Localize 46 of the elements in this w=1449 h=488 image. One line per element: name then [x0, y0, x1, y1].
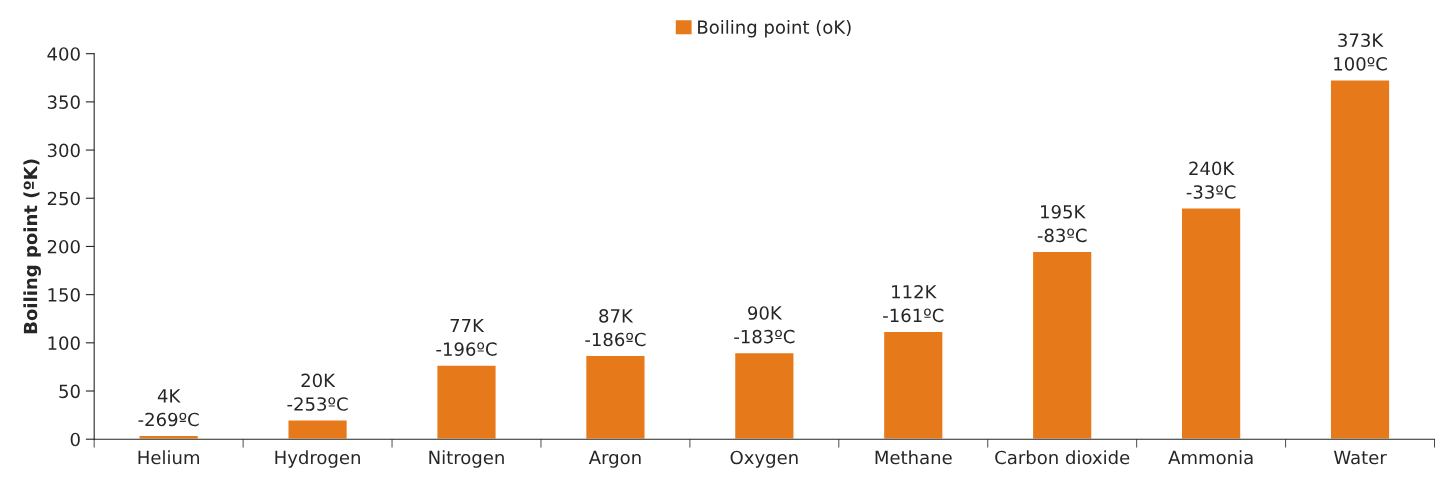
- y-tick-label: 100: [48, 336, 80, 350]
- annotation: -196ºC: [436, 342, 497, 356]
- x-tick-label: Methane: [875, 450, 952, 465]
- legend-label: Boiling point (oK): [698, 19, 851, 38]
- data-label: 20K: [301, 373, 336, 388]
- annotation: 100ºC: [1334, 56, 1387, 71]
- x-tick-label: Ammonia: [1168, 450, 1253, 465]
- x-tick-label: Argon: [588, 450, 641, 468]
- bar: [1031, 250, 1093, 440]
- x-tick-label: Nitrogen: [429, 450, 504, 468]
- y-tick-label: 150: [48, 288, 80, 302]
- x-tick-label: Water: [1333, 450, 1387, 465]
- annotation: -33ºC: [1186, 185, 1236, 199]
- y-tick-label: 250: [47, 191, 80, 206]
- y-tick-label: 50: [59, 384, 80, 399]
- annotation: -83ºC: [1037, 228, 1087, 243]
- bar: [436, 364, 497, 440]
- bar: [287, 419, 349, 440]
- data-label: 77K: [450, 318, 485, 333]
- x-tick-label: Carbon dioxide: [995, 450, 1130, 465]
- bar: [584, 354, 646, 440]
- x-tick-label: Hydrogen: [275, 450, 360, 468]
- bar: [733, 351, 795, 440]
- annotation: -161ºC: [883, 308, 944, 323]
- y-tick-label: 200: [47, 239, 80, 254]
- bar: [1329, 79, 1391, 440]
- y-tick-label: 400: [47, 47, 80, 61]
- x-tick-label: Oxygen: [730, 450, 798, 468]
- y-tick-label: 350: [47, 95, 80, 109]
- annotation: -186ºC: [585, 332, 646, 347]
- data-label: 373K: [1338, 33, 1384, 48]
- data-label: 90K: [748, 306, 783, 320]
- bar: [882, 330, 944, 440]
- data-label: 195K: [1041, 204, 1086, 219]
- data-label: 112K: [892, 284, 937, 299]
- annotation: -269ºC: [138, 412, 199, 427]
- y-axis-title: Boiling point (ºK): [23, 159, 41, 334]
- y-tick-label: 0: [70, 432, 80, 447]
- y-tick-label: 300: [47, 143, 80, 158]
- x-tick-label: Helium: [138, 450, 199, 465]
- annotation: -253ºC: [287, 397, 348, 411]
- annotation: -183ºC: [734, 329, 795, 344]
- bar: [1180, 207, 1242, 440]
- data-label: 240K: [1189, 161, 1235, 176]
- data-label: 4K: [157, 389, 181, 403]
- data-label: 87K: [599, 309, 634, 323]
